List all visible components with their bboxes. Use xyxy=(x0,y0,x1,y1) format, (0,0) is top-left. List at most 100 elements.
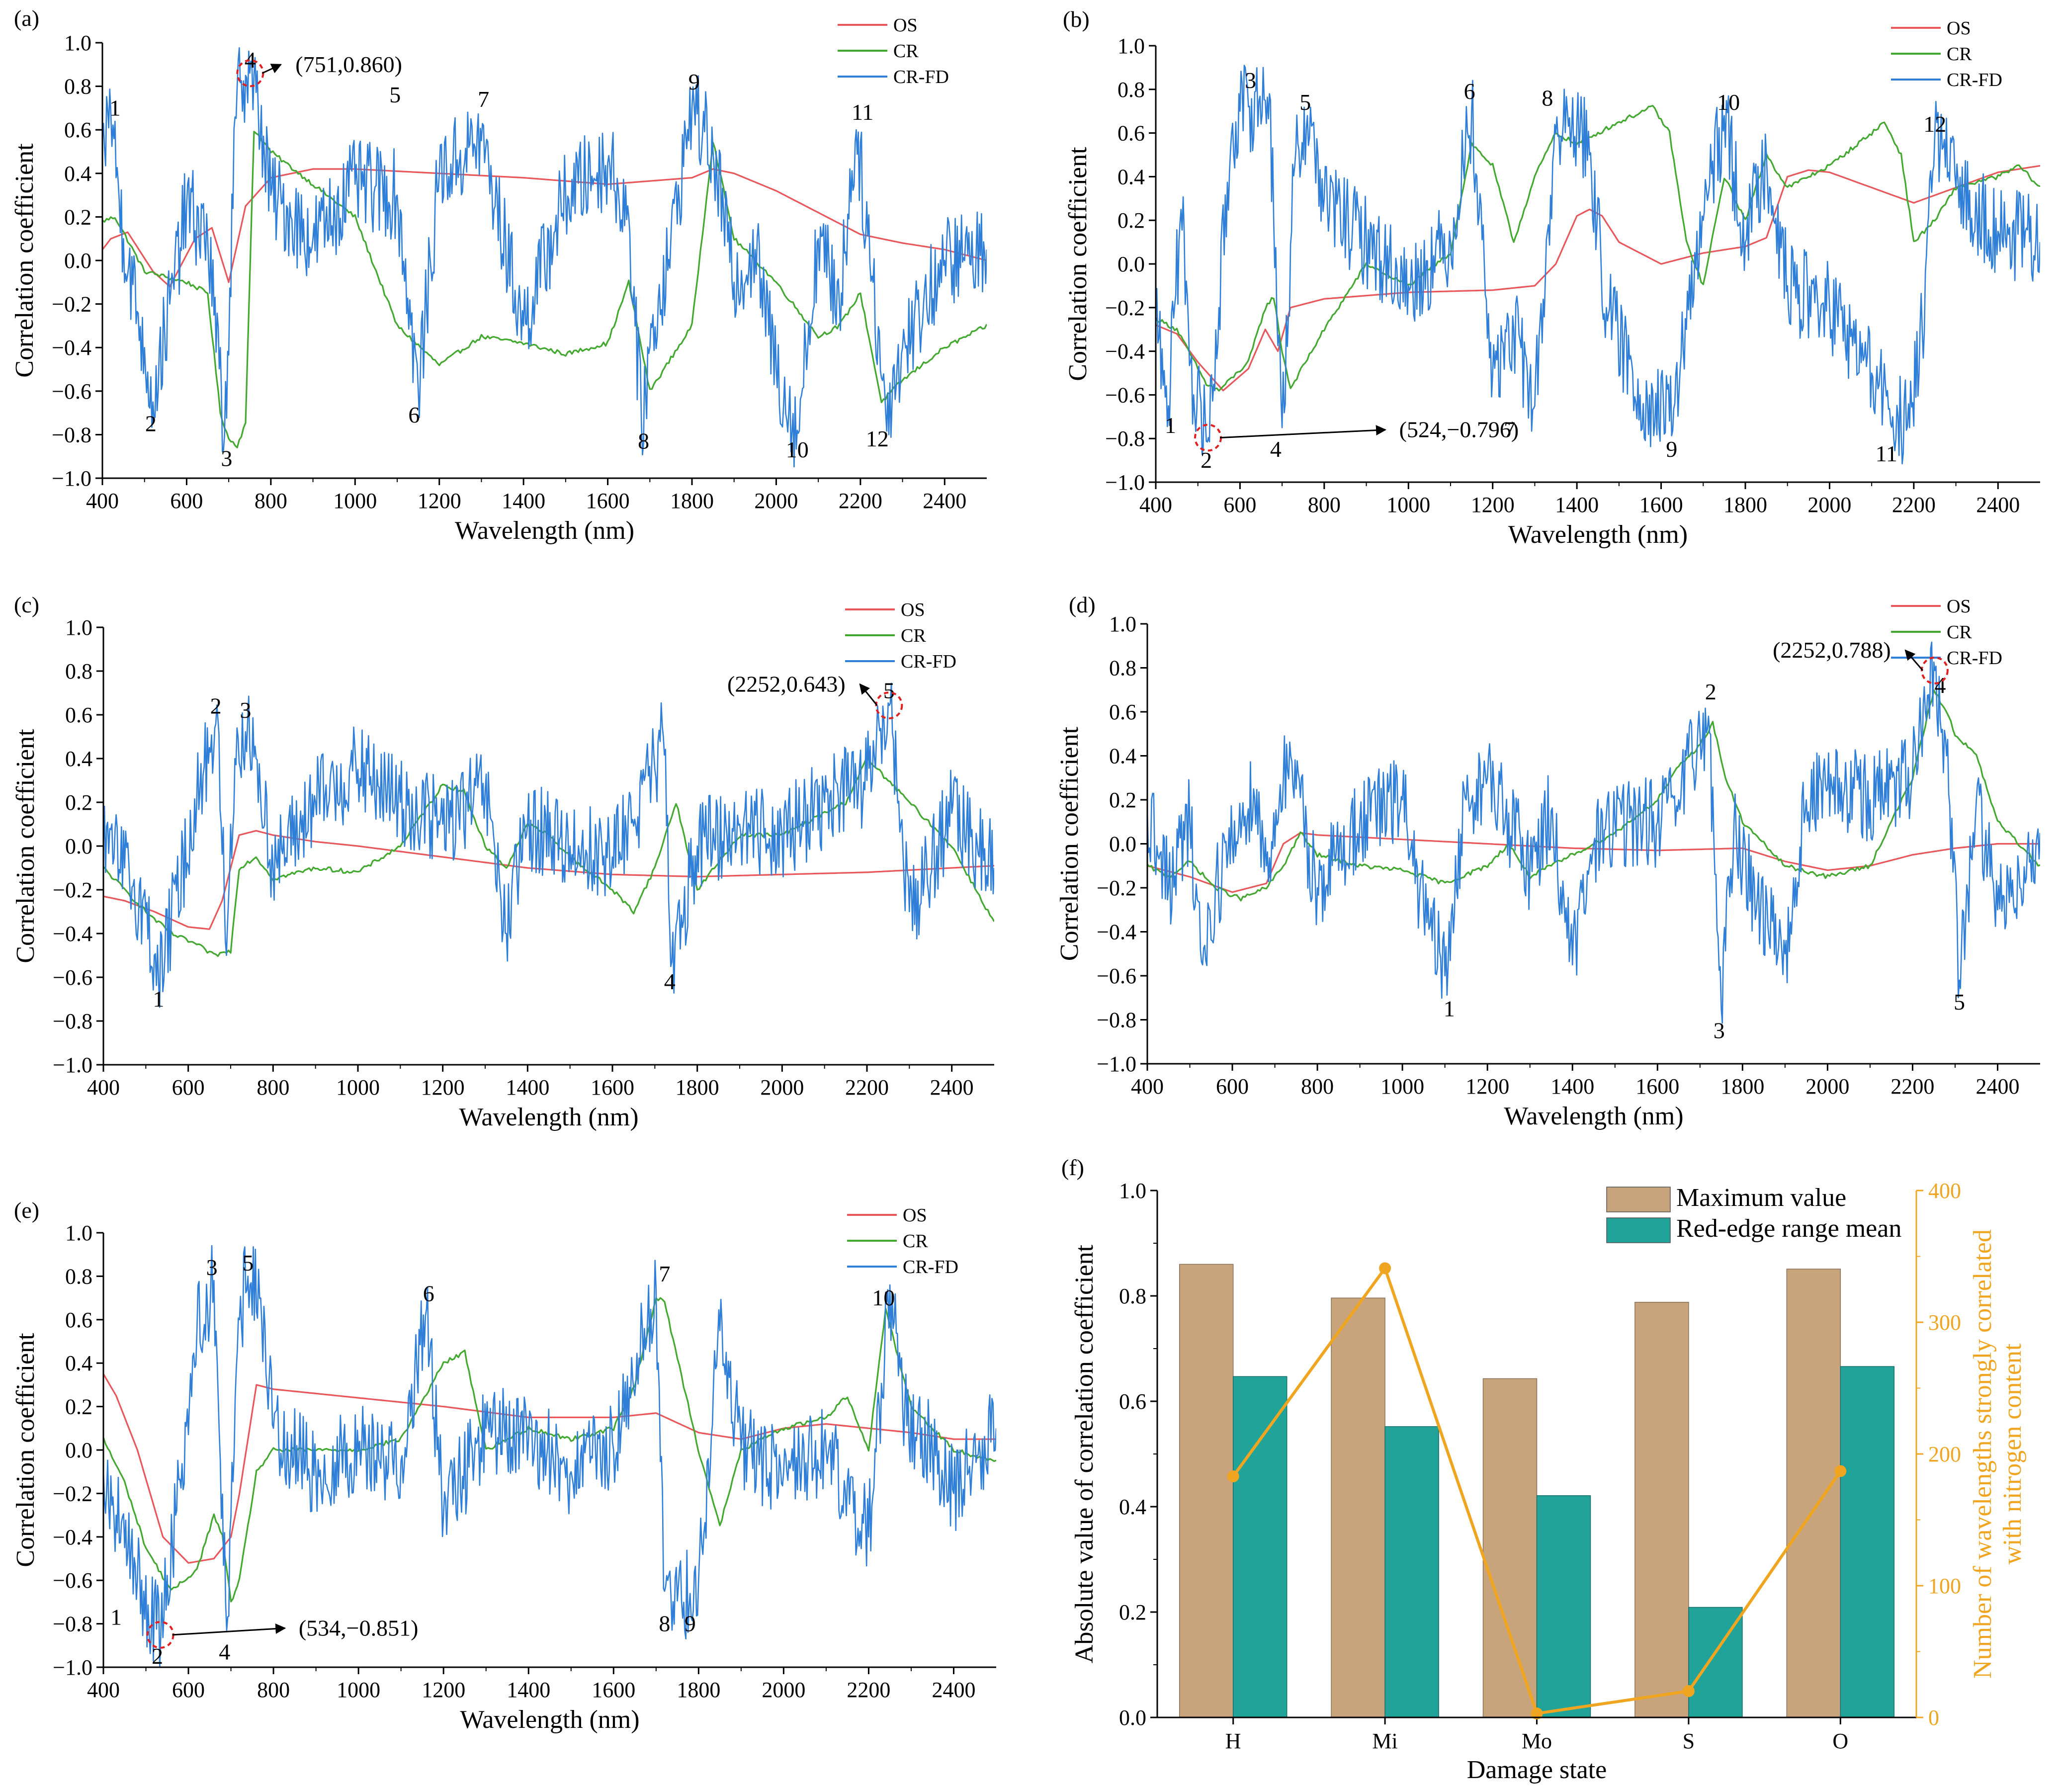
y-tick-label: −1.0 xyxy=(1097,1052,1136,1076)
legend-label: CR xyxy=(1947,622,1972,643)
wavelength-count-point xyxy=(1379,1262,1391,1275)
y-axis-label: Correlation coefficient xyxy=(11,729,40,963)
panel-label: (c) xyxy=(14,592,39,617)
x-tick-label: 1200 xyxy=(421,1075,465,1100)
bar-red-edge-mean xyxy=(1232,1376,1288,1718)
right-y-tick-label: 100 xyxy=(1928,1574,1961,1598)
x-tick-label: 2400 xyxy=(932,1678,975,1702)
legend-label: Red-edge range mean xyxy=(1676,1214,1901,1243)
y-tick-label: −0.2 xyxy=(1097,876,1136,900)
y-tick-label: 0.6 xyxy=(1119,1389,1146,1414)
y-tick-label: 0.4 xyxy=(64,162,91,186)
bar-red-edge-mean xyxy=(1536,1495,1591,1718)
series-line-os xyxy=(1147,832,2040,893)
peak-label: 1 xyxy=(153,986,164,1012)
right-y-tick-label: 200 xyxy=(1928,1442,1961,1466)
x-tick-label: O xyxy=(1832,1729,1848,1753)
peak-label: 3 xyxy=(206,1255,218,1280)
peak-label: 6 xyxy=(1464,79,1475,104)
peak-label: 1 xyxy=(110,1604,122,1629)
y-tick-label: 1.0 xyxy=(1117,34,1145,58)
y-tick-label: −0.8 xyxy=(1097,1008,1136,1032)
peak-label: 5 xyxy=(1954,989,1965,1015)
x-tick-label: 600 xyxy=(172,1678,205,1702)
x-tick-label: 2400 xyxy=(1976,493,2020,517)
x-tick-label: 2400 xyxy=(1975,1074,2019,1099)
y-tick-label: 0.8 xyxy=(1109,656,1136,681)
series-line-cr xyxy=(103,1297,996,1603)
peak-label: 4 xyxy=(219,1639,230,1664)
wavelength-count-point xyxy=(1227,1470,1239,1483)
x-tick-label: 800 xyxy=(1308,493,1341,517)
peak-label: 8 xyxy=(1542,85,1553,110)
x-tick-label: 2200 xyxy=(1892,493,1936,517)
x-axis-label: Damage state xyxy=(1467,1756,1607,1784)
highlight-circle xyxy=(875,691,903,720)
x-tick-label: H xyxy=(1225,1729,1241,1753)
legend-label: OS xyxy=(903,1205,927,1226)
right-y-tick-label: 300 xyxy=(1928,1310,1961,1335)
peak-label: 4 xyxy=(1270,436,1282,462)
right-y-axis-label: Number of wavelengths strongly correlate… xyxy=(1969,1229,1997,1679)
panel-label: (a) xyxy=(14,5,39,31)
x-axis-label: Wavelength (nm) xyxy=(1508,520,1688,549)
series-group xyxy=(1156,65,2040,465)
y-tick-label: −0.6 xyxy=(52,379,91,404)
legend-swatch xyxy=(1606,1187,1671,1212)
y-tick-label: 0.2 xyxy=(65,790,92,815)
right-y-tick-label: 0 xyxy=(1928,1706,1939,1730)
panel-label: (d) xyxy=(1069,592,1096,617)
legend-label: OS xyxy=(1947,596,1971,617)
chart-panel-4: (e) 400 600 800 1000 1200 1400 1600 1800 2000 2200… xyxy=(11,1197,996,1734)
x-tick-label: 800 xyxy=(1301,1074,1334,1099)
y-axis-label: Correlation coefficient xyxy=(1055,726,1084,961)
series-line-cr-fd xyxy=(102,47,987,468)
y-tick-label: 0.4 xyxy=(1117,165,1145,189)
y-tick-label: −1.0 xyxy=(53,1053,92,1077)
x-tick-label: 1800 xyxy=(1723,493,1767,517)
x-tick-label: 2200 xyxy=(847,1678,890,1702)
peak-label: 2 xyxy=(1201,447,1212,473)
peak-label: 12 xyxy=(1923,111,1946,137)
x-tick-label: 1600 xyxy=(591,1075,634,1100)
legend-swatch xyxy=(1606,1217,1671,1243)
panel-label: (f) xyxy=(1061,1155,1084,1180)
peak-label: 7 xyxy=(659,1261,670,1286)
peak-label: 6 xyxy=(408,402,420,427)
y-tick-label: 1.0 xyxy=(64,31,91,55)
x-tick-label: 600 xyxy=(172,1075,205,1100)
peak-label: 7 xyxy=(478,86,489,112)
series-line-os xyxy=(103,1373,996,1564)
series-line-cr-fd xyxy=(1147,641,2040,1024)
x-axis-label: Wavelength (nm) xyxy=(1504,1102,1683,1130)
y-tick-label: 0.4 xyxy=(1119,1495,1146,1519)
y-tick-label: 0.0 xyxy=(65,834,92,858)
y-tick-label: 0.8 xyxy=(1119,1284,1146,1308)
peak-label: 5 xyxy=(883,678,895,703)
y-axis-label: Correlation coefficient xyxy=(11,1333,40,1567)
peak-label: 4 xyxy=(245,47,256,73)
x-tick-label: 1400 xyxy=(507,1678,550,1702)
x-tick-label: 2200 xyxy=(839,489,882,513)
annotation-arrow xyxy=(1904,649,1924,671)
legend-label: OS xyxy=(1947,18,1971,39)
peak-label: 8 xyxy=(638,428,649,454)
y-axis-label: Correlation coefficient xyxy=(10,143,39,378)
legend-label: CR xyxy=(893,41,919,62)
series-line-cr xyxy=(1156,105,2040,392)
x-tick-label: 2400 xyxy=(930,1075,974,1100)
chart-panel-1: (b) 400 600 800 1000 1200 1400 1600 1800 2000 2200… xyxy=(1063,6,2040,549)
y-tick-label: 0.8 xyxy=(65,659,92,683)
legend-label: OS xyxy=(901,599,925,620)
peak-label: 3 xyxy=(221,446,232,471)
y-tick-label: 0.2 xyxy=(64,205,91,229)
annotation-arrow xyxy=(1219,425,1387,438)
y-tick-label: 0.6 xyxy=(65,703,92,727)
y-tick-label: 0.2 xyxy=(65,1395,92,1419)
x-tick-label: Mi xyxy=(1372,1729,1397,1753)
legend-label: CR xyxy=(903,1231,928,1252)
series-group xyxy=(102,47,987,468)
peak-label: 10 xyxy=(872,1285,895,1310)
series-line-cr-fd xyxy=(1156,65,2040,465)
